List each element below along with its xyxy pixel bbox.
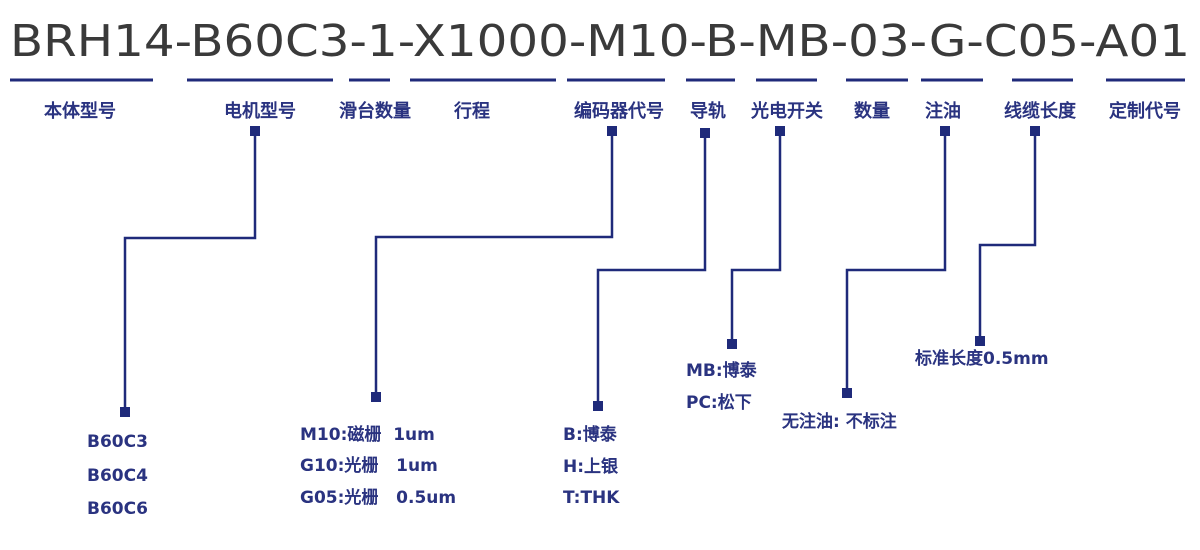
field-label: 导轨: [690, 100, 726, 122]
field-group: 定制代号: [1106, 78, 1185, 122]
connector-line: [845, 130, 947, 393]
field-option: B60C3: [87, 432, 148, 452]
connector-line: [978, 130, 1037, 341]
connector-end-marker: [371, 392, 381, 402]
field-option: 无注油: 不标注: [781, 411, 897, 432]
connector-end-marker: [593, 401, 603, 411]
field-option: H:上银: [563, 456, 619, 477]
field-option: MB:博泰: [686, 360, 758, 381]
connector-line: [730, 130, 782, 344]
field-label: 定制代号: [1109, 100, 1181, 122]
field-option: T:THK: [563, 488, 620, 508]
field-label: 编码器代号: [574, 100, 664, 122]
field-group: 本体型号: [10, 78, 153, 122]
model-code-title: BRH14-B60C3-1-X1000-M10-B-MB-03-G-C05-A0…: [10, 16, 1190, 67]
field-option: B60C6: [87, 499, 148, 519]
field-label: 线缆长度: [1004, 100, 1077, 122]
field-group: 导轨 B:博泰 H:上银 T:THK: [563, 78, 735, 508]
field-label: 注油: [925, 100, 961, 122]
field-label: 电机型号: [224, 100, 296, 122]
connector-end-marker: [727, 339, 737, 349]
connector-end-marker: [842, 388, 852, 398]
field-label: 滑台数量: [339, 100, 411, 122]
field-option: PC:松下: [686, 392, 752, 413]
connector-line: [123, 130, 257, 412]
field-label: 行程: [453, 100, 490, 122]
field-group: 光电开关 MB:博泰 PC:松下: [686, 78, 823, 413]
field-group: 编码器代号 M10:磁栅 1um G10:光栅 1um G05:光栅 0.5um: [300, 78, 665, 508]
connector-end-marker: [120, 407, 130, 417]
field-label: 光电开关: [750, 100, 823, 122]
field-group: 电机型号 B60C3 B60C4 B60C6: [87, 78, 333, 519]
field-option: B:博泰: [563, 424, 618, 445]
field-option: M10:磁栅 1um: [300, 424, 435, 445]
field-group: 滑台数量: [339, 78, 411, 122]
field-group: 数量: [846, 78, 908, 122]
connector-end-marker: [975, 336, 985, 346]
connector-line: [596, 132, 707, 406]
field-label: 数量: [854, 100, 890, 122]
field-option: B60C4: [87, 466, 148, 486]
field-option: G05:光栅 0.5um: [300, 487, 456, 508]
field-option: G10:光栅 1um: [300, 455, 438, 476]
field-group: 行程: [410, 78, 556, 122]
field-option: 标准长度0.5mm: [915, 348, 1049, 369]
field-label: 本体型号: [44, 100, 116, 122]
connector-line: [374, 130, 614, 397]
